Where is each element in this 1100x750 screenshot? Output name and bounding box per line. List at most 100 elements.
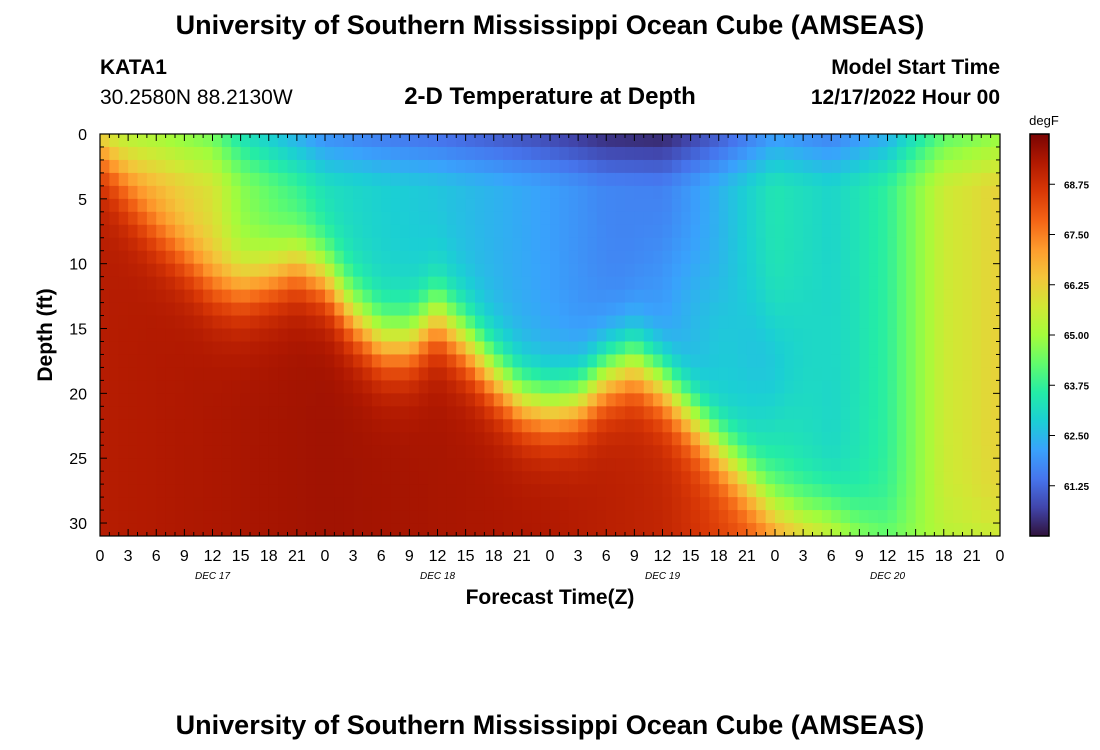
heatmap-cell: [671, 211, 682, 226]
heatmap-cell: [334, 237, 345, 252]
heatmap-cell: [840, 328, 851, 343]
heatmap-cell: [278, 276, 289, 291]
heatmap-cell: [681, 419, 692, 433]
heatmap-cell: [212, 484, 223, 498]
heatmap-cell: [596, 510, 607, 524]
heatmap-cell: [390, 185, 401, 200]
heatmap-cell: [521, 172, 532, 187]
heatmap-cell: [231, 198, 242, 213]
heatmap-cell: [503, 302, 514, 317]
heatmap-cell: [906, 393, 917, 407]
heatmap-cell: [625, 224, 635, 239]
heatmap-cell: [221, 432, 232, 446]
heatmap-cell: [100, 484, 110, 498]
heatmap-cell: [203, 250, 214, 265]
heatmap-cell: [146, 302, 157, 317]
heatmap-cell: [390, 146, 401, 161]
heatmap-cell: [503, 497, 514, 511]
heatmap-cell: [803, 497, 814, 511]
heatmap-cell: [559, 237, 570, 252]
heatmap-cell: [193, 237, 204, 252]
heatmap-cell: [109, 328, 120, 343]
heatmap-cell: [868, 510, 879, 524]
heatmap-cell: [259, 380, 270, 394]
heatmap-cell: [156, 445, 167, 459]
heatmap-cell: [859, 263, 870, 278]
heatmap-cell: [803, 263, 814, 278]
heatmap-cell: [906, 198, 917, 213]
heatmap-cell: [625, 172, 635, 187]
heatmap-cell: [868, 432, 879, 446]
heatmap-cell: [887, 367, 898, 381]
heatmap-cell: [878, 497, 889, 511]
heatmap-cell: [596, 315, 607, 330]
heatmap-cell: [240, 419, 251, 433]
y-tick-label: 15: [69, 322, 87, 339]
heatmap-cell: [587, 315, 598, 330]
heatmap-cell: [306, 263, 317, 278]
heatmap-cell: [896, 523, 907, 536]
heatmap-cell: [653, 523, 664, 536]
heatmap-cell: [587, 159, 598, 174]
heatmap-cell: [831, 315, 842, 330]
heatmap-cell: [137, 510, 148, 524]
heatmap-cell: [559, 263, 570, 278]
heatmap-cell: [128, 315, 139, 330]
heatmap-cell: [981, 211, 992, 226]
heatmap-cell: [943, 354, 954, 369]
heatmap-cell: [287, 393, 298, 407]
heatmap-cell: [840, 341, 851, 356]
heatmap-cell: [231, 523, 242, 536]
heatmap-cell: [325, 315, 335, 330]
heatmap-cell: [718, 523, 729, 536]
heatmap-cell: [334, 276, 345, 291]
heatmap-cell: [493, 263, 504, 278]
heatmap-cell: [756, 406, 767, 420]
heatmap-cell: [915, 263, 926, 278]
heatmap-cell: [362, 146, 373, 161]
heatmap-cell: [315, 406, 326, 420]
heatmap-cell: [643, 250, 654, 265]
heatmap-cell: [418, 263, 429, 278]
heatmap-cell: [550, 172, 560, 187]
heatmap-cell: [221, 315, 232, 330]
x-axis: 0 3 6 9 12 15 18 21 0 3 6 9 12 15 18 21 0 3 6 9 12 15 18 21 0 3 6 9…: [96, 134, 1005, 582]
heatmap-cell: [775, 302, 785, 317]
heatmap-cell: [578, 341, 589, 356]
heatmap-cell: [540, 198, 551, 213]
heatmap-cell: [718, 289, 729, 304]
heatmap-cell: [568, 432, 579, 446]
heatmap-cell: [634, 159, 645, 174]
heatmap-cell: [456, 276, 467, 291]
heatmap-cell: [503, 146, 514, 161]
heatmap-cell: [737, 302, 748, 317]
heatmap-cell: [512, 250, 523, 265]
heatmap-cell: [559, 458, 570, 472]
heatmap-cell: [512, 484, 523, 498]
heatmap-cell: [690, 341, 701, 356]
heatmap-cell: [146, 328, 157, 343]
heatmap-cell: [737, 471, 748, 485]
heatmap-cell: [962, 341, 973, 356]
heatmap-cell: [831, 276, 842, 291]
heatmap-cell: [746, 523, 757, 536]
heatmap-cell: [268, 250, 279, 265]
heatmap-cell: [728, 471, 739, 485]
heatmap-cell: [568, 341, 579, 356]
heatmap-cell: [540, 302, 551, 317]
heatmap-cell: [503, 458, 514, 472]
heatmap-cell: [184, 445, 195, 459]
heatmap-cell: [925, 134, 935, 148]
heatmap-cell: [784, 250, 795, 265]
heatmap-cell: [240, 393, 251, 407]
heatmap-cell: [887, 497, 898, 511]
heatmap-cell: [671, 432, 682, 446]
heatmap-cell: [709, 315, 720, 330]
heatmap-cell: [334, 380, 345, 394]
heatmap-cell: [203, 471, 214, 485]
heatmap-cell: [775, 393, 785, 407]
heatmap-cell: [353, 276, 364, 291]
heatmap-cell: [475, 302, 485, 317]
heatmap-cell: [100, 159, 110, 174]
heatmap-cell: [962, 211, 973, 226]
